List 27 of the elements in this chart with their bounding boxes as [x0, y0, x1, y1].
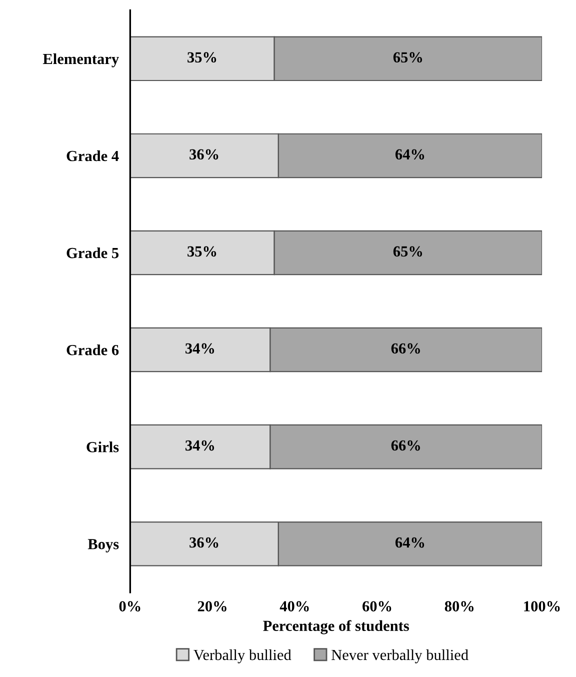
x-tick-label: 60%	[362, 601, 392, 612]
legend-label: Verbally bullied	[194, 649, 292, 664]
data-label: 65%	[393, 246, 422, 257]
y-tick-label: Girls	[86, 442, 119, 452]
y-tick-label: Elementary	[42, 53, 119, 68]
data-label: 64%	[395, 149, 424, 160]
data-label: 66%	[391, 440, 420, 451]
data-label: 35%	[188, 246, 216, 257]
y-tick-label: Boys	[88, 539, 119, 552]
data-label: 65%	[393, 52, 422, 63]
y-tick-label: Grade 6	[66, 344, 119, 356]
y-tick-label: Grade 4	[66, 150, 119, 162]
data-label: 36%	[190, 537, 218, 548]
y-tick-label: Grade 5	[66, 247, 119, 258]
x-tick-label: 0%	[119, 601, 140, 612]
data-label: 35%	[188, 52, 216, 63]
x-tick-label: 100%	[524, 601, 560, 612]
x-tick-label: 40%	[280, 601, 309, 612]
data-label: 34%	[185, 440, 214, 451]
data-label: 66%	[391, 343, 420, 354]
legend-label: Never verbally bullied	[332, 649, 468, 664]
data-label: 36%	[190, 149, 218, 160]
x-tick-label: 80%	[444, 601, 474, 612]
x-tick-label: 20%	[198, 601, 226, 612]
data-label: 64%	[395, 537, 424, 548]
x-axis-title: Percentage of students	[263, 620, 409, 634]
data-label: 34%	[185, 343, 214, 354]
